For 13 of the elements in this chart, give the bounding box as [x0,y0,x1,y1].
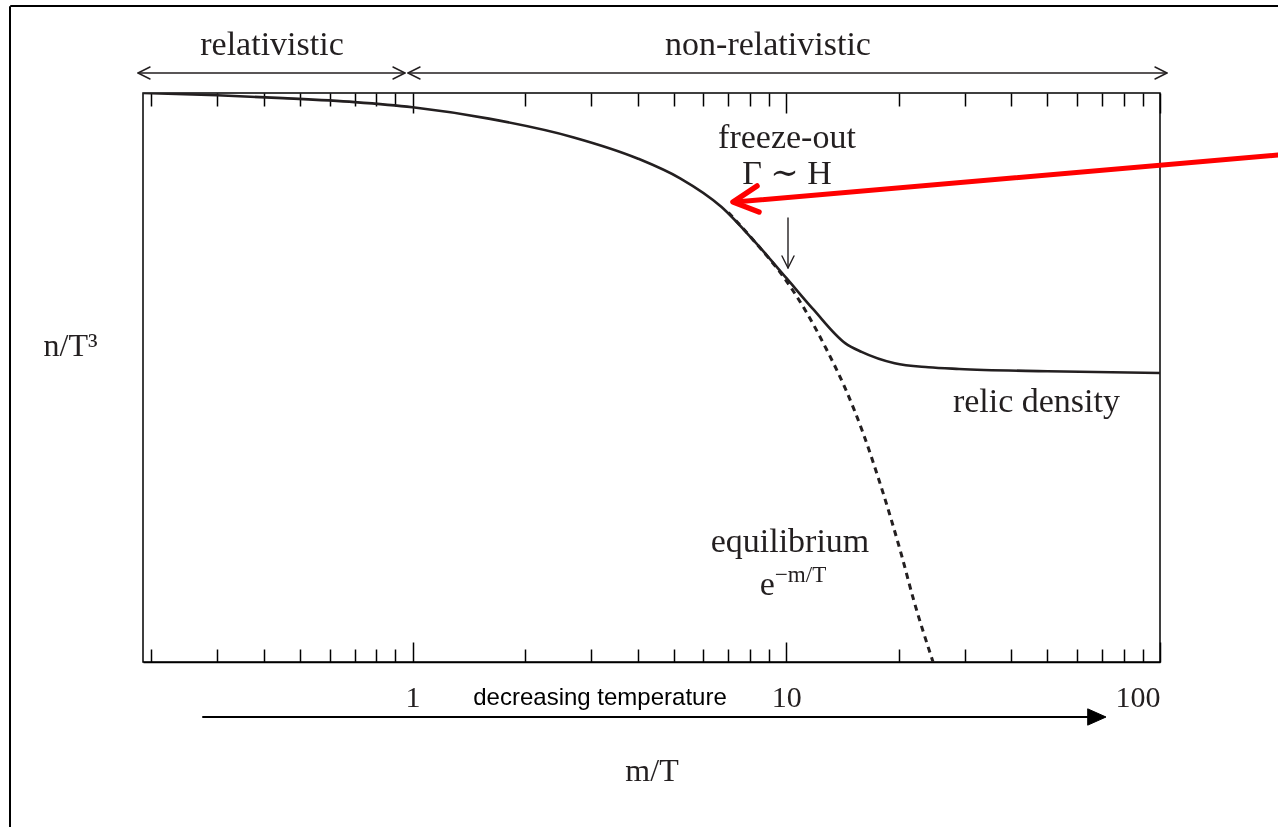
y-axis-title: n/T³ [43,326,98,363]
series-label: relic density [952,382,1120,419]
x-tick-label: 10 [771,679,802,713]
x-axis-title: m/T [625,751,680,788]
x-tick-label: 1 [405,679,421,713]
x-tick-label: 100 [1115,679,1161,713]
text: non-relativistic [665,25,871,62]
text: decreasing temperature [473,683,727,710]
annotation: freeze-out [718,118,856,155]
annotation: Γ ∼ H [742,154,832,191]
annotation: e$^{−m/T}$ [759,561,827,602]
text: relativistic [200,25,344,62]
series-label: equilibrium [710,522,870,559]
